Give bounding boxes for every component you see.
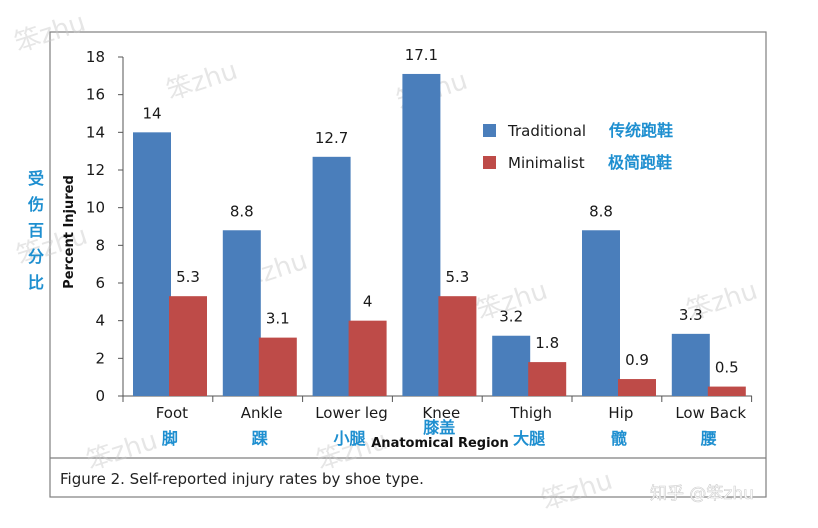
data-label-traditional: 3.3 [679,306,703,324]
x-tick-label: Hip [608,404,633,422]
data-label-traditional: 12.7 [315,129,348,147]
bar-minimalist-foot [169,296,207,396]
bar-traditional-ankle [222,230,261,396]
y-axis-title: Percent Injured [62,175,77,289]
y-axis: 0 2 4 6 8 10 12 14 16 18 [86,48,124,405]
x-axis-title: Anatomical Region [371,436,508,451]
figure-caption: Figure 2. Self-reported injury rates by … [60,470,424,488]
x-tick-label: Knee [422,404,460,422]
legend-swatch-traditional [483,124,496,137]
data-labels: 14 8.8 12.7 17.1 3.2 8.8 3.3 5.3 3.1 4 5.3 1.8 0.9 0.… [142,46,738,377]
y-tick-label: 18 [86,48,105,66]
watermark-text: 笨zhu [163,56,241,107]
y-tick-label: 2 [95,349,105,367]
y-tick-label: 0 [95,387,105,405]
bar-traditional-low-back [671,333,710,396]
data-label-minimalist: 5.3 [445,268,469,286]
bar-minimalist-knee [438,296,477,396]
y-tick-label: 10 [86,199,105,217]
x-tick-label-cn: 大腿 [513,429,545,448]
y-tick-label: 4 [95,312,105,330]
legend-label-traditional-cn: 传统跑鞋 [608,121,673,140]
x-tick-label: Ankle [241,404,283,422]
bar-traditional-thigh [492,335,531,396]
y-axis-title-cn-char: 分 [28,247,44,266]
bar-traditional-knee [402,73,441,396]
watermark-text: 笨zhu [13,221,91,272]
x-tick-label: Low Back [675,404,746,422]
data-label-minimalist: 0.9 [625,351,649,369]
legend: Traditional 传统跑鞋 Minimalist 极简跑鞋 [483,121,673,172]
data-label-minimalist: 3.1 [266,310,290,328]
y-tick-label: 12 [86,161,105,179]
y-tick-label: 14 [86,123,105,141]
data-label-traditional: 14 [142,104,161,122]
x-tick-label-cn: 踝 [252,429,269,448]
chart-frame [49,31,767,498]
legend-swatch-minimalist [483,156,496,169]
x-tick-label: Foot [156,404,188,422]
bar-minimalist-lower-leg [348,320,387,396]
x-tick-label-cn: 髋 [611,429,627,448]
watermark-text: 笨zhu [83,426,161,477]
bar-traditional-hip [582,230,620,396]
legend-label-traditional: Traditional [507,122,586,140]
y-axis-title-cn-char: 比 [28,273,44,292]
y-tick-label: 6 [95,274,105,292]
y-tick-label: 8 [95,236,105,254]
bar-minimalist-ankle [258,337,297,396]
y-tick-label: 16 [86,86,105,104]
legend-label-minimalist-cn: 极简跑鞋 [608,153,672,172]
data-label-traditional: 8.8 [589,202,613,220]
bar-minimalist-hip [618,379,656,396]
bar-traditional-foot [133,132,171,397]
bar-minimalist-thigh [528,362,567,396]
legend-label-minimalist: Minimalist [508,154,585,172]
watermark-text: 笨zhu [538,466,616,517]
x-tick-label-cn: 脚 [162,429,178,448]
data-label-traditional: 3.2 [499,308,523,326]
data-label-minimalist: 4 [363,293,373,311]
data-label-traditional: 8.8 [230,202,254,220]
y-axis-title-cn-char: 百 [28,221,44,240]
bar-minimalist-low-back [707,386,746,396]
x-tick-label-cn: 腰 [701,429,717,448]
y-axis-title-cn-char: 伤 [27,195,44,214]
y-axis-title-cn-char: 受 [28,169,44,188]
bars [133,73,746,397]
credit-text: 知乎 @笨zhu [650,484,754,504]
data-label-minimalist: 1.8 [535,334,559,352]
x-tick-label: Thigh [509,404,552,422]
data-label-minimalist: 0.5 [715,359,739,377]
data-label-minimalist: 5.3 [176,268,200,286]
x-axis [122,395,753,402]
x-tick-label-cn: 小腿 [333,429,365,448]
bar-traditional-lower-leg [312,156,351,396]
x-tick-label-cn: 膝盖 [423,418,455,437]
x-tick-label: Lower leg [315,404,388,422]
data-label-traditional: 17.1 [405,46,438,64]
